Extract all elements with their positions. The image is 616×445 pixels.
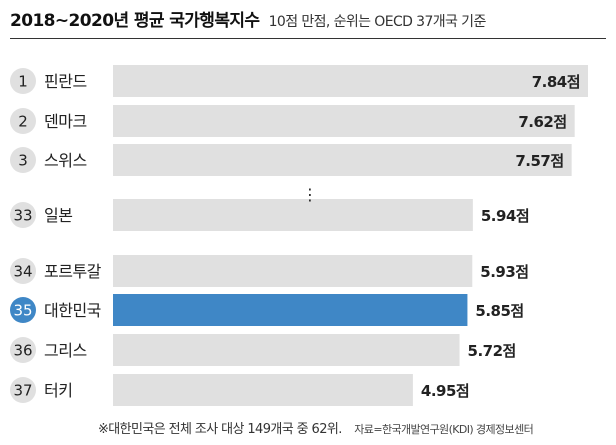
ellipsis-separator: ⋮ [302,185,318,204]
country-label-35: 대한민국 [44,301,101,320]
rank-label-35: 35 [13,302,32,320]
bar-34 [113,255,473,287]
chart-subtitle: 10점 만점, 순위는 OECD 37개국 기준 [268,14,487,30]
value-label-35: 5.85점 [475,302,523,320]
value-label-2: 7.62점 [518,113,566,131]
country-label-2: 덴마크 [44,112,87,131]
country-label-1: 핀란드 [44,72,87,91]
footnote-source: 자료=한국개발연구원(KDI) 경제정보센터 [354,423,534,436]
rank-label-37: 37 [13,382,32,400]
rank-badge-37 [10,377,36,403]
country-label-33: 일본 [44,206,72,225]
value-label-34: 5.93점 [480,263,528,281]
bar-33 [113,199,473,231]
value-label-36: 5.72점 [468,342,516,360]
chart-title-row: 2018~2020년 평균 국가행복지수 10점 만점, 순위는 OECD 37… [10,6,606,39]
country-label-3: 스위스 [44,151,87,170]
footnote: ※대한민국은 전체 조사 대상 149개국 중 62위. 자료=한국개발연구원(… [98,418,534,437]
footnote-note: ※대한민국은 전체 조사 대상 149개국 중 62위. [98,422,342,437]
value-label-33: 5.94점 [481,207,529,225]
bar-35 [113,294,468,326]
rank-label-3: 3 [18,152,28,170]
rank-label-2: 2 [18,113,28,131]
rank-label-36: 36 [13,342,32,360]
bar-2 [113,105,575,137]
value-label-1: 7.84점 [532,73,580,91]
rank-badge-34 [10,258,36,284]
country-label-34: 포르투갈 [44,262,102,281]
rank-label-34: 34 [13,263,32,281]
country-label-36: 그리스 [44,341,87,360]
rank-label-33: 33 [13,207,32,225]
rank-label-1: 1 [18,73,28,91]
rank-badge-36 [10,337,36,363]
bar-37 [113,374,413,406]
country-label-37: 터키 [44,381,72,400]
rank-badge-35 [10,297,36,323]
value-label-37: 4.95점 [421,382,469,400]
bar-36 [113,334,460,366]
chart-title: 2018~2020년 평균 국가행복지수 [10,11,260,31]
rank-badge-33 [10,202,36,228]
bar-1 [113,65,588,97]
value-label-3: 7.57점 [515,152,563,170]
rank-badge-1 [10,68,36,94]
rank-badge-2 [10,108,36,134]
bar-3 [113,144,572,176]
rank-badge-3 [10,147,36,173]
